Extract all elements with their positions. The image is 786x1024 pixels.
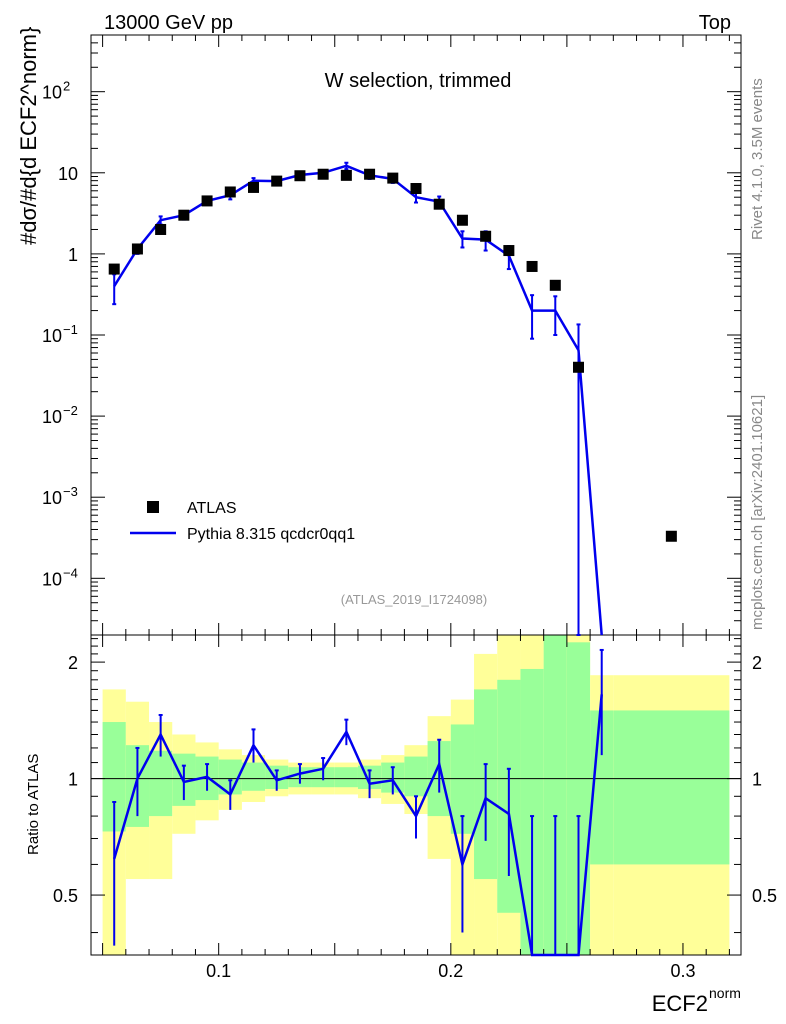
y-tick-exponent: −4 bbox=[63, 565, 78, 580]
ratio-band-green bbox=[149, 750, 173, 817]
ratio-band-green bbox=[334, 767, 358, 788]
data-point bbox=[201, 195, 213, 207]
ratio-y-title: Ratio to ATLAS bbox=[25, 754, 42, 855]
data-point bbox=[294, 170, 306, 182]
y-tick-exponent: 2 bbox=[63, 79, 70, 94]
ratio-band-green bbox=[404, 756, 428, 797]
data-point bbox=[526, 260, 538, 272]
ratio-frame bbox=[90, 634, 742, 956]
chart-title: W selection, trimmed bbox=[325, 70, 512, 92]
ratio-tick-label-left: 1 bbox=[68, 770, 78, 790]
header-left: 13000 GeV pp bbox=[104, 12, 233, 34]
legend-label-atlas: ATLAS bbox=[187, 500, 237, 517]
data-point bbox=[433, 198, 445, 210]
legend-marker-atlas bbox=[147, 501, 159, 513]
ratio-band-green bbox=[218, 759, 242, 795]
ratio-band-green bbox=[450, 724, 475, 834]
x-tick-label: 0.3 bbox=[670, 961, 695, 981]
data-point bbox=[480, 230, 492, 242]
x-tick-label: 0.2 bbox=[438, 961, 463, 981]
x-tick-label: 0.1 bbox=[206, 961, 231, 981]
ratio-band-green bbox=[102, 722, 126, 832]
data-point bbox=[317, 168, 329, 180]
ratio-tick-label-right: 1 bbox=[752, 770, 762, 790]
ratio-band-green bbox=[543, 635, 567, 955]
x-axis-title: ECF2 bbox=[652, 991, 708, 1016]
rivet-label: Rivet 4.1.0, 3.5M events bbox=[749, 78, 766, 240]
ratio-series-line bbox=[112, 694, 603, 957]
y-axis-title-text: #dσ/#d{d ECF2^norm} bbox=[16, 27, 41, 245]
y-tick-exponent: −3 bbox=[63, 484, 78, 499]
y-tick-label: 10 bbox=[42, 83, 62, 103]
y-tick-label: 1 bbox=[68, 245, 78, 265]
legend: ATLAS Pythia 8.315 qcdcr0qq1 bbox=[130, 500, 355, 543]
ratio-band-green bbox=[520, 668, 544, 955]
ratio-band-green bbox=[613, 710, 730, 865]
y-tick-label: 10 bbox=[58, 164, 78, 184]
data-point bbox=[224, 186, 236, 198]
legend-label-pythia: Pythia 8.315 qcdcr0qq1 bbox=[187, 526, 355, 543]
data-point bbox=[503, 245, 515, 257]
ratio-band-green bbox=[241, 762, 266, 791]
mc-series-line bbox=[113, 164, 603, 636]
y-tick-exponent: −1 bbox=[63, 322, 78, 337]
y-tick-label: 10 bbox=[42, 407, 62, 427]
chart-marks bbox=[108, 161, 677, 957]
data-point bbox=[456, 214, 468, 226]
ratio-tick-label-right: 2 bbox=[752, 653, 762, 673]
data-point bbox=[155, 223, 167, 235]
data-point bbox=[178, 209, 190, 221]
header-right: Top bbox=[699, 12, 731, 34]
mcplots-label: mcplots.cern.ch [arXiv:2401.10621] bbox=[749, 395, 766, 630]
data-point bbox=[248, 181, 259, 193]
y-tick-label: 10 bbox=[42, 488, 62, 508]
y-tick-label: 10 bbox=[42, 569, 62, 589]
uncertainty-bands bbox=[102, 635, 730, 955]
main-frame bbox=[90, 34, 742, 636]
ratio-tick-label-left: 0.5 bbox=[53, 886, 78, 906]
y-tick-label: 10 bbox=[42, 326, 62, 346]
data-point bbox=[387, 172, 399, 184]
y-axis-title: #dσ/#d{d ECF2^norm} bbox=[16, 27, 41, 245]
analysis-id: (ATLAS_2019_I1724098) bbox=[341, 592, 487, 607]
data-point bbox=[340, 169, 352, 181]
x-axis-title-sup: norm bbox=[709, 985, 741, 1001]
ratio-tick-label-left: 2 bbox=[68, 653, 78, 673]
data-point bbox=[364, 168, 376, 180]
ratio-tick-label-right: 0.5 bbox=[752, 886, 777, 906]
data-point bbox=[665, 530, 677, 542]
data-point bbox=[549, 279, 561, 291]
data-point bbox=[573, 361, 584, 373]
data-point bbox=[131, 243, 143, 255]
y-tick-exponent: −2 bbox=[63, 403, 78, 418]
data-point bbox=[410, 183, 422, 195]
data-point bbox=[271, 175, 283, 187]
data-point bbox=[108, 263, 120, 275]
